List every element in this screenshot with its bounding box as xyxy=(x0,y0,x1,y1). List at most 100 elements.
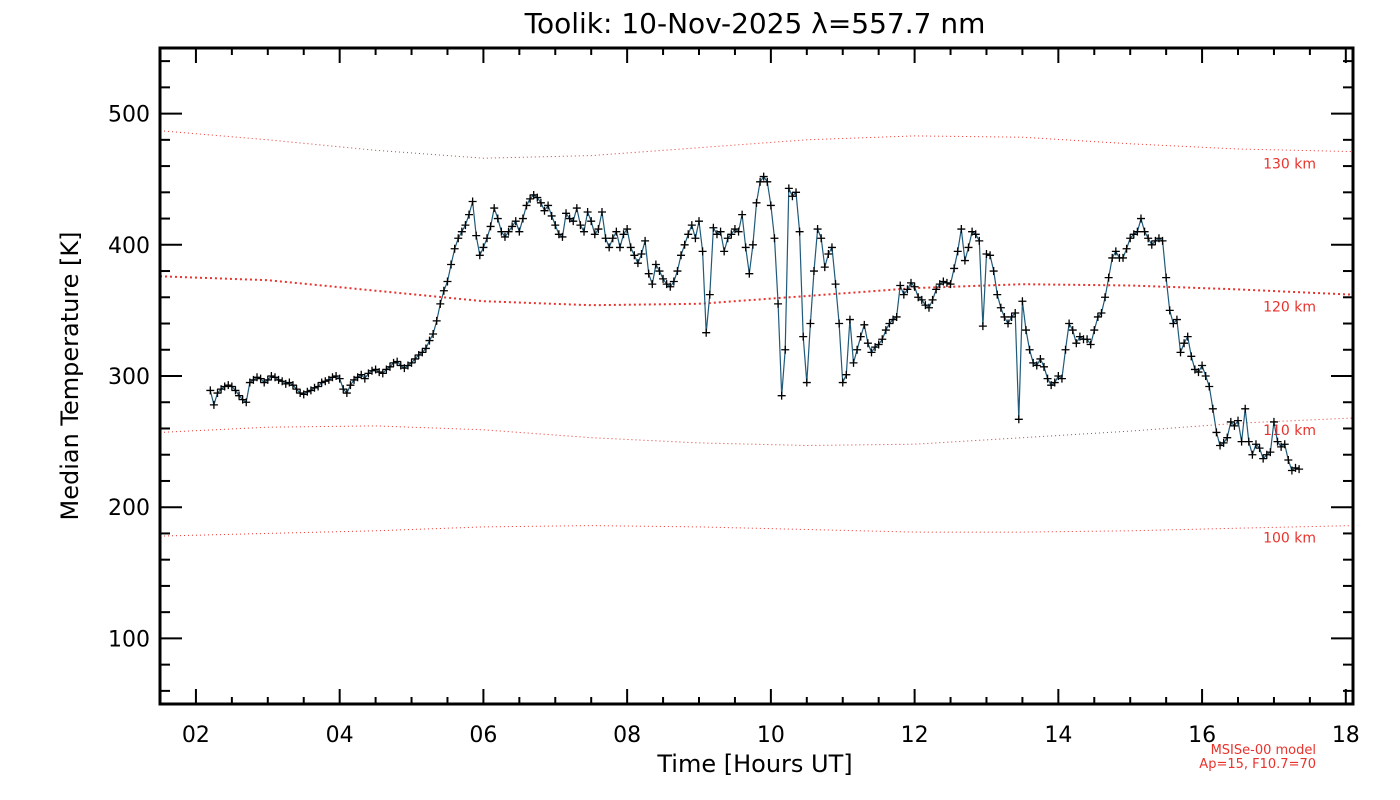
data-point xyxy=(774,299,783,308)
data-point xyxy=(752,198,761,207)
data-point xyxy=(759,172,768,181)
data-point xyxy=(443,277,452,286)
data-point xyxy=(1273,437,1282,446)
data-point xyxy=(1226,417,1235,426)
data-point xyxy=(533,193,542,202)
data-point xyxy=(508,222,517,231)
data-point xyxy=(515,227,524,236)
y-tick-label: 500 xyxy=(108,103,150,128)
data-point xyxy=(253,373,262,382)
data-point xyxy=(1133,227,1142,236)
data-point xyxy=(885,319,894,328)
data-point xyxy=(432,316,441,325)
data-point xyxy=(562,209,571,218)
y-tick-label: 300 xyxy=(108,365,150,390)
data-point xyxy=(666,282,675,291)
data-point xyxy=(960,256,969,265)
reference-curves: 130 km 120 km 110 km 100 km xyxy=(159,130,1354,547)
data-point xyxy=(1111,247,1120,256)
data-point xyxy=(267,372,276,380)
data-point xyxy=(346,381,355,390)
x-tick-label: 18 xyxy=(1332,723,1360,748)
data-point xyxy=(1248,450,1257,459)
data-point xyxy=(1266,448,1275,457)
data-point xyxy=(695,217,704,226)
data-point xyxy=(727,230,736,239)
data-point xyxy=(1284,455,1293,464)
data-point xyxy=(971,230,980,239)
data-point xyxy=(946,280,955,289)
data-point xyxy=(1198,361,1207,370)
data-point xyxy=(468,197,477,206)
data-point xyxy=(1119,253,1128,262)
data-point xyxy=(799,332,808,341)
data-point xyxy=(680,240,689,249)
data-point xyxy=(1072,339,1081,348)
data-point xyxy=(1180,339,1189,348)
data-point xyxy=(1176,348,1185,357)
y-tick-label: 400 xyxy=(108,234,150,259)
data-point xyxy=(526,194,535,203)
reference-curve-110-km xyxy=(159,417,1354,447)
data-point xyxy=(213,389,222,398)
data-point xyxy=(824,249,833,258)
data-point xyxy=(418,348,427,357)
data-point xyxy=(1162,273,1171,282)
data-point xyxy=(421,344,430,353)
data-point xyxy=(655,267,664,276)
data-point xyxy=(1101,293,1110,302)
data-point xyxy=(1122,244,1131,253)
data-point xyxy=(335,374,344,383)
data-point xyxy=(314,382,323,391)
data-point xyxy=(493,214,502,223)
data-point xyxy=(1144,234,1153,243)
data-point xyxy=(734,227,743,236)
data-point xyxy=(964,243,973,252)
data-point xyxy=(691,234,700,243)
data-point xyxy=(1083,335,1092,344)
data-point xyxy=(896,281,905,290)
data-point xyxy=(1234,416,1243,425)
data-point xyxy=(1140,227,1149,236)
data-point xyxy=(795,227,804,236)
data-point xyxy=(1147,240,1156,249)
data-point xyxy=(1022,326,1030,335)
data-point xyxy=(788,192,797,201)
data-point xyxy=(288,381,297,390)
data-point xyxy=(342,389,351,398)
data-point xyxy=(479,243,488,252)
data-point xyxy=(1126,234,1135,243)
data-point xyxy=(1255,444,1264,453)
data-point xyxy=(587,217,596,226)
data-point xyxy=(1223,433,1232,442)
data-point xyxy=(303,387,312,396)
data-point xyxy=(368,366,377,375)
data-point xyxy=(1280,440,1289,449)
data-point xyxy=(928,295,937,304)
data-point xyxy=(1205,382,1214,391)
reference-curve-100-km xyxy=(159,525,1354,537)
data-point xyxy=(1104,273,1113,282)
data-point xyxy=(1004,319,1013,328)
data-point xyxy=(842,370,851,379)
data-point xyxy=(242,398,251,407)
data-point xyxy=(339,385,348,394)
data-point xyxy=(756,177,765,186)
data-point xyxy=(1251,440,1260,449)
data-point xyxy=(482,234,491,243)
data-point xyxy=(407,358,416,367)
data-point xyxy=(950,264,959,273)
data-point xyxy=(953,247,962,256)
data-point xyxy=(777,391,786,400)
data-point xyxy=(838,378,847,387)
data-point xyxy=(809,267,818,276)
data-point xyxy=(817,234,826,243)
data-point xyxy=(784,184,793,193)
data-point xyxy=(1050,378,1059,387)
data-point xyxy=(608,234,617,243)
data-point xyxy=(206,386,215,395)
data-point xyxy=(540,206,549,215)
data-point xyxy=(982,249,991,258)
data-point xyxy=(1108,253,1117,262)
reference-curve-130-km xyxy=(159,130,1354,159)
